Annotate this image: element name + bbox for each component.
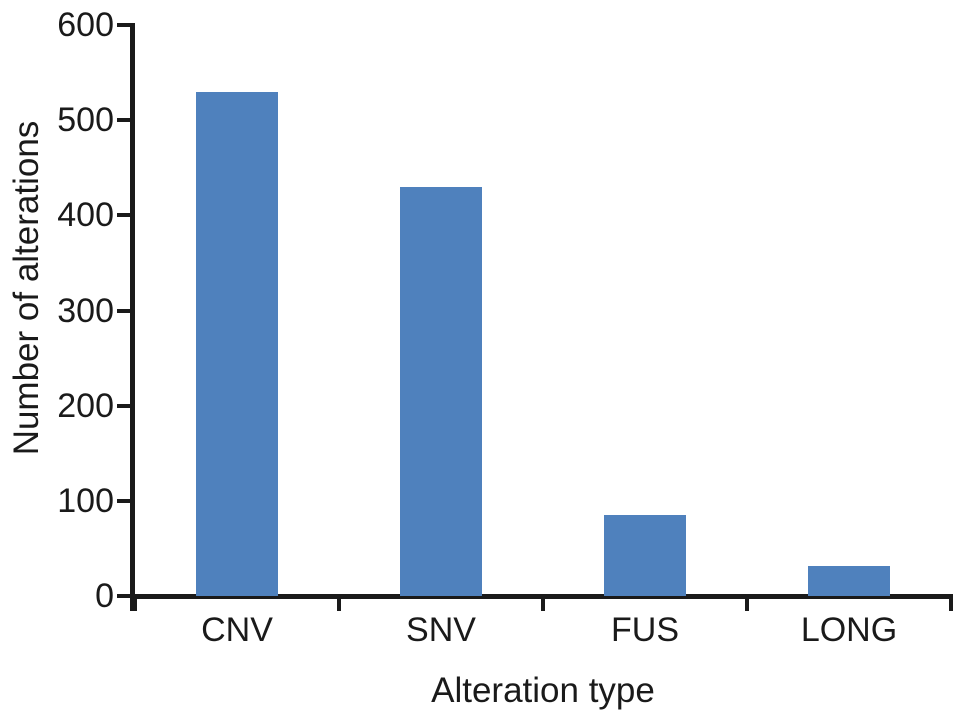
y-tick — [117, 118, 130, 123]
x-tick — [541, 599, 545, 611]
y-tick — [117, 213, 130, 218]
x-tick — [745, 599, 749, 611]
y-tick — [117, 23, 130, 27]
x-tick — [133, 599, 137, 611]
x-label-long: LONG — [800, 611, 898, 649]
y-tick — [117, 403, 130, 408]
bar-long — [808, 566, 890, 596]
x-axis-line — [130, 594, 953, 599]
x-label-fus: FUS — [611, 611, 679, 649]
x-label-snv: SNV — [406, 611, 476, 649]
y-tick-label: 100 — [57, 481, 114, 520]
y-tick-label: 600 — [57, 6, 114, 44]
x-axis-title: Alteration type — [431, 671, 655, 710]
y-tick — [117, 308, 130, 313]
x-tick — [337, 599, 341, 611]
y-axis-line — [130, 23, 135, 611]
x-label-cnv: CNV — [201, 611, 273, 649]
bar-snv — [400, 187, 482, 596]
y-tick-label: 400 — [57, 196, 114, 235]
y-tick-label: 0 — [95, 577, 114, 615]
x-tick — [949, 599, 953, 611]
y-tick — [117, 498, 130, 503]
y-tick-label: 300 — [57, 291, 114, 330]
bar-fus — [604, 515, 686, 596]
y-tick-label: 500 — [57, 101, 114, 140]
bar-cnv — [196, 92, 278, 596]
y-tick — [117, 594, 130, 598]
y-tick-label: 200 — [57, 386, 114, 425]
